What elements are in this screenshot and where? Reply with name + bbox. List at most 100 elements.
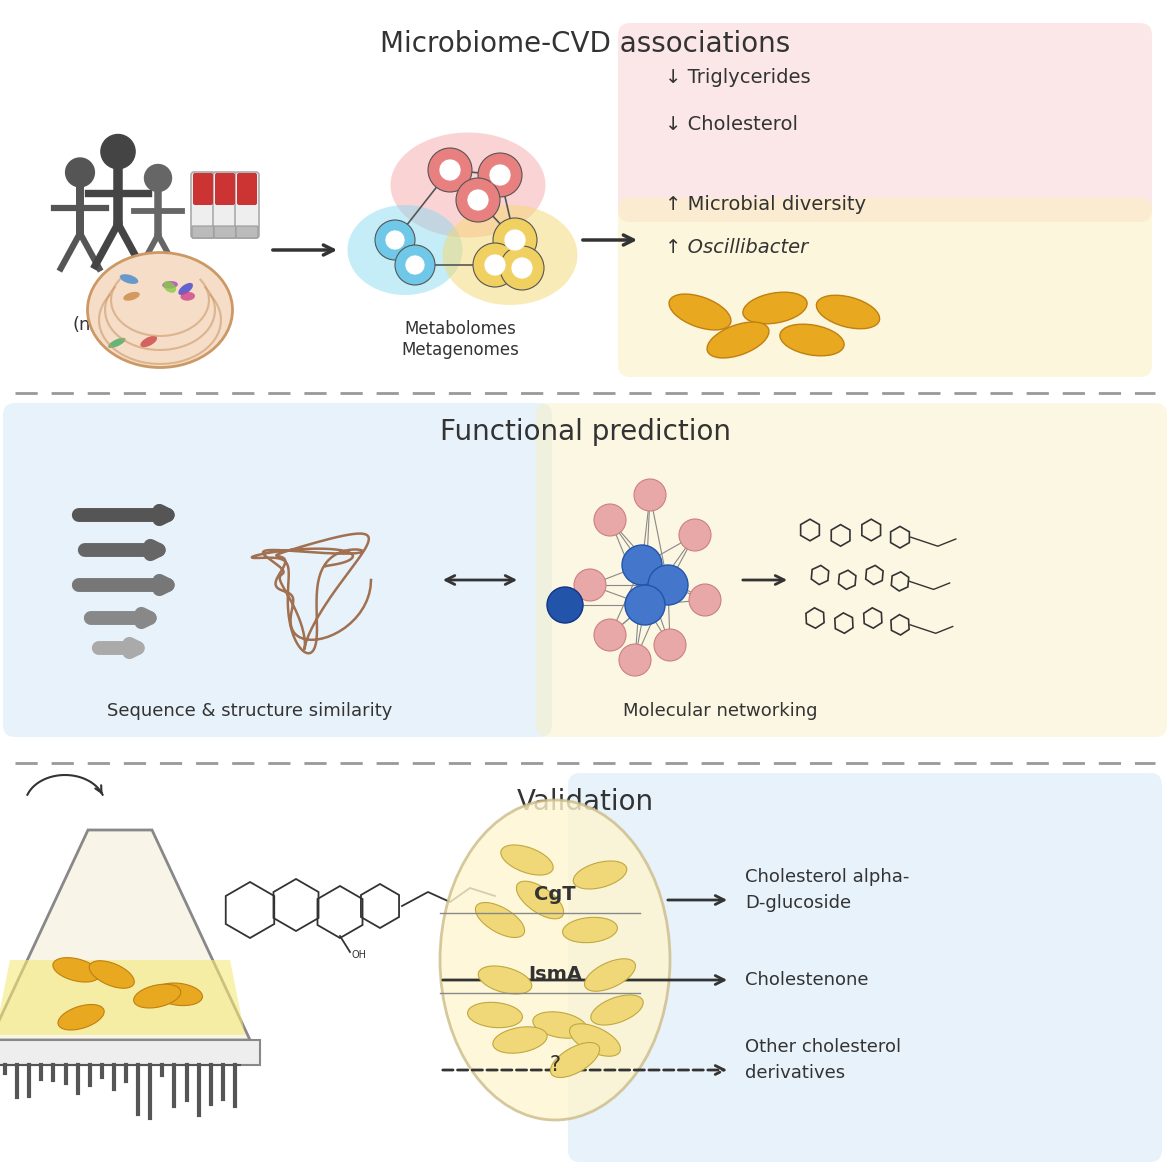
Ellipse shape — [164, 281, 177, 292]
FancyBboxPatch shape — [536, 402, 1166, 737]
Circle shape — [467, 190, 489, 211]
Ellipse shape — [591, 994, 644, 1025]
Circle shape — [145, 165, 172, 192]
Ellipse shape — [53, 958, 99, 982]
Ellipse shape — [817, 295, 880, 329]
Ellipse shape — [178, 283, 193, 295]
Ellipse shape — [573, 861, 627, 889]
Text: CgT: CgT — [535, 886, 576, 904]
Circle shape — [648, 565, 688, 605]
Ellipse shape — [440, 800, 670, 1120]
Text: Other cholesterol
derivatives: Other cholesterol derivatives — [745, 1039, 901, 1081]
Circle shape — [405, 255, 425, 275]
Circle shape — [504, 229, 526, 252]
Circle shape — [619, 644, 651, 676]
Text: Sequence & structure similarity: Sequence & structure similarity — [108, 702, 393, 720]
Ellipse shape — [563, 917, 618, 943]
Ellipse shape — [743, 292, 807, 324]
Ellipse shape — [479, 966, 531, 994]
Circle shape — [479, 153, 522, 197]
Ellipse shape — [501, 845, 553, 875]
Ellipse shape — [180, 292, 195, 301]
FancyBboxPatch shape — [567, 773, 1162, 1162]
Circle shape — [594, 504, 626, 536]
Ellipse shape — [570, 1024, 620, 1057]
Ellipse shape — [88, 253, 233, 367]
Circle shape — [439, 159, 461, 181]
FancyBboxPatch shape — [193, 173, 213, 205]
Circle shape — [395, 245, 435, 285]
Ellipse shape — [493, 1027, 548, 1053]
Circle shape — [428, 147, 472, 192]
Circle shape — [654, 629, 686, 661]
FancyBboxPatch shape — [192, 226, 214, 238]
Ellipse shape — [108, 338, 125, 347]
FancyBboxPatch shape — [213, 172, 238, 238]
FancyBboxPatch shape — [4, 402, 552, 737]
Ellipse shape — [669, 294, 731, 330]
Ellipse shape — [133, 984, 181, 1009]
Ellipse shape — [707, 322, 769, 358]
Ellipse shape — [347, 205, 462, 295]
Circle shape — [679, 519, 711, 551]
Circle shape — [625, 585, 665, 625]
Ellipse shape — [140, 336, 157, 347]
FancyBboxPatch shape — [236, 226, 259, 238]
Circle shape — [634, 479, 666, 511]
Text: ↓ Triglycerides: ↓ Triglycerides — [665, 68, 811, 87]
Circle shape — [500, 246, 544, 290]
Ellipse shape — [516, 881, 564, 918]
Text: Molecular networking: Molecular networking — [622, 702, 818, 720]
FancyBboxPatch shape — [215, 173, 235, 205]
Ellipse shape — [532, 1012, 587, 1038]
Ellipse shape — [89, 961, 135, 989]
Ellipse shape — [163, 281, 178, 289]
FancyBboxPatch shape — [238, 173, 257, 205]
Circle shape — [489, 164, 511, 186]
Text: IsmA: IsmA — [528, 965, 581, 984]
Ellipse shape — [119, 274, 138, 284]
Circle shape — [594, 619, 626, 651]
Text: OH: OH — [352, 950, 367, 961]
Text: ↑ Oscillibacter: ↑ Oscillibacter — [665, 238, 808, 257]
Text: Functional prediction: Functional prediction — [440, 418, 730, 446]
Ellipse shape — [585, 958, 635, 991]
Text: ↓ Cholesterol: ↓ Cholesterol — [665, 115, 798, 135]
Circle shape — [484, 254, 505, 276]
Text: Cholestenone: Cholestenone — [745, 971, 868, 989]
Ellipse shape — [58, 1005, 104, 1030]
Circle shape — [574, 569, 606, 601]
Polygon shape — [0, 961, 245, 1035]
Ellipse shape — [475, 902, 524, 937]
Ellipse shape — [154, 983, 202, 1005]
Text: Metabolomes
Metagenomes: Metabolomes Metagenomes — [401, 321, 519, 359]
FancyBboxPatch shape — [191, 172, 215, 238]
Ellipse shape — [442, 205, 578, 305]
Circle shape — [66, 158, 95, 187]
FancyBboxPatch shape — [618, 198, 1152, 377]
Circle shape — [101, 135, 135, 168]
FancyBboxPatch shape — [618, 23, 1152, 222]
Circle shape — [376, 220, 415, 260]
Circle shape — [385, 230, 405, 250]
Ellipse shape — [391, 132, 545, 238]
Text: Cholesterol alpha-
D-glucoside: Cholesterol alpha- D-glucoside — [745, 868, 909, 911]
Circle shape — [473, 243, 517, 287]
FancyBboxPatch shape — [0, 1040, 260, 1065]
Text: FHS
(n=1,429): FHS (n=1,429) — [73, 295, 164, 333]
Circle shape — [622, 545, 662, 585]
FancyBboxPatch shape — [235, 172, 259, 238]
Circle shape — [689, 584, 721, 615]
Text: ↑ Microbial diversity: ↑ Microbial diversity — [665, 195, 866, 214]
Polygon shape — [0, 830, 250, 1040]
FancyBboxPatch shape — [214, 226, 236, 238]
Text: Microbiome-CVD associations: Microbiome-CVD associations — [380, 30, 790, 58]
Circle shape — [456, 178, 500, 222]
Ellipse shape — [468, 1003, 523, 1027]
Text: ?: ? — [550, 1055, 560, 1075]
Ellipse shape — [780, 324, 844, 356]
Circle shape — [493, 218, 537, 262]
Circle shape — [548, 587, 583, 622]
Circle shape — [511, 257, 534, 278]
Ellipse shape — [550, 1042, 599, 1078]
